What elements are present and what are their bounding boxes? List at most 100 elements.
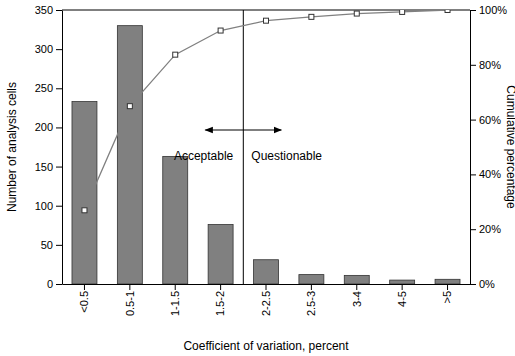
y2-tick-mark	[470, 65, 476, 66]
y-tick-label: 200	[35, 121, 53, 133]
y2-tick-label: 80%	[479, 59, 501, 71]
y2-axis: 0% 20% 40% 60% 80% 100%	[470, 4, 507, 290]
bar	[254, 260, 279, 284]
annotation: Acceptable	[174, 149, 234, 163]
y-tick-label: 0	[47, 278, 53, 290]
y2-tick: 0%	[470, 278, 495, 290]
x-tick-label: 2-2.5	[260, 291, 272, 316]
bar	[72, 102, 97, 284]
y-tick-mark	[56, 10, 62, 11]
y-tick: 200	[35, 121, 62, 133]
marker	[264, 18, 269, 23]
y2-axis-line	[470, 11, 471, 285]
x-tick-mark	[402, 284, 403, 290]
y2-tick: 100%	[470, 4, 507, 16]
x-tick-mark	[84, 284, 85, 290]
y-tick-mark	[56, 284, 62, 285]
y2-tick: 80%	[470, 59, 501, 71]
y2-tick-label: 60%	[479, 114, 501, 126]
marker	[218, 28, 223, 33]
x-tick-mark	[311, 284, 312, 290]
y-tick-mark	[56, 127, 62, 128]
y-tick: 250	[35, 82, 62, 94]
annotation-arrow	[205, 129, 281, 130]
bar	[163, 156, 188, 284]
y-tick-label: 100	[35, 200, 53, 212]
x-tick-label: 1-1.5	[169, 291, 181, 316]
y2-tick-mark	[470, 174, 476, 175]
marker	[400, 10, 405, 14]
marker	[445, 10, 450, 13]
annotation: Questionable	[251, 149, 322, 163]
x-axis-title: Coefficient of variation, percent	[183, 339, 349, 353]
chart-svg: <0.5 0.5-1 1-1.5 1.5-2 2-2.5 2.5-3 3-4 4-5 >5 0 50…	[0, 0, 515, 356]
marks	[72, 10, 460, 284]
y-tick-mark	[56, 167, 62, 168]
y2-axis-title: Cumulative percentage	[504, 85, 515, 209]
x-tick-label: 3-4	[351, 291, 363, 307]
x-tick: >5	[441, 284, 453, 304]
y-tick: 150	[35, 161, 62, 173]
x-axis: <0.5 0.5-1 1-1.5 1.5-2 2-2.5 2.5-3 3-4 4-5 >5	[63, 284, 471, 316]
y-tick-mark	[56, 49, 62, 50]
y-tick-label: 350	[35, 4, 53, 16]
x-tick: 1-1.5	[169, 284, 181, 316]
plot-frame-top	[62, 10, 470, 11]
y2-tick-mark	[470, 120, 476, 121]
y2-tick-label: 20%	[479, 223, 501, 235]
y2-tick: 60%	[470, 114, 501, 126]
x-tick-mark	[356, 284, 357, 290]
y-tick-label: 300	[35, 43, 53, 55]
marker-series	[82, 10, 450, 213]
x-tick-mark	[175, 284, 176, 290]
y-axis-title: Number of analysis cells	[5, 82, 19, 212]
marker	[309, 14, 314, 19]
y-axis-line	[62, 11, 63, 285]
bar-series	[72, 26, 460, 284]
y-tick-mark	[56, 206, 62, 207]
y-tick-label: 250	[35, 82, 53, 94]
x-tick-label: <0.5	[78, 291, 90, 313]
y-tick: 100	[35, 200, 62, 212]
x-tick: 1.5-2	[214, 284, 226, 316]
y-axis: 0 50 100 150 200 250 300 350	[35, 4, 63, 290]
y-tick-mark	[56, 245, 62, 246]
x-tick-mark	[266, 284, 267, 290]
x-tick-label: 4-5	[396, 291, 408, 307]
y2-tick-mark	[470, 10, 476, 11]
y2-tick-label: 0%	[479, 278, 495, 290]
y2-tick-label: 40%	[479, 168, 501, 180]
y2-tick-mark	[470, 284, 476, 285]
threshold-line	[243, 10, 244, 284]
bar	[208, 225, 233, 284]
bar	[299, 275, 324, 284]
x-tick-label: 2.5-3	[305, 291, 317, 316]
y-tick: 300	[35, 43, 62, 55]
y-tick-label: 150	[35, 161, 53, 173]
x-tick: 2-2.5	[260, 284, 272, 316]
x-tick-label: >5	[441, 291, 453, 304]
x-tick-mark	[220, 284, 221, 290]
plot: <0.5 0.5-1 1-1.5 1.5-2 2-2.5 2.5-3 3-4 4-5 >5 0 50…	[35, 4, 508, 316]
marker	[82, 208, 87, 213]
x-tick-mark	[447, 284, 448, 290]
marker	[354, 11, 359, 16]
x-tick: 0.5-1	[124, 284, 136, 316]
y2-tick-label: 100%	[479, 4, 507, 16]
y2-tick-mark	[470, 229, 476, 230]
y2-tick: 20%	[470, 223, 501, 235]
chart-container: <0.5 0.5-1 1-1.5 1.5-2 2-2.5 2.5-3 3-4 4-5 >5 0 50…	[0, 0, 515, 356]
bar	[435, 279, 460, 284]
x-tick-label: 1.5-2	[214, 291, 226, 316]
y2-tick: 40%	[470, 168, 501, 180]
y-tick-label: 50	[41, 239, 53, 251]
x-tick: 2.5-3	[305, 284, 317, 316]
y-tick: 0	[47, 278, 62, 290]
x-tick-label: 0.5-1	[124, 291, 136, 316]
x-tick: <0.5	[78, 284, 90, 313]
y-tick: 350	[35, 4, 62, 16]
bar	[344, 275, 369, 284]
x-tick: 4-5	[396, 284, 408, 307]
y-tick: 50	[41, 239, 62, 251]
marker	[173, 52, 178, 57]
